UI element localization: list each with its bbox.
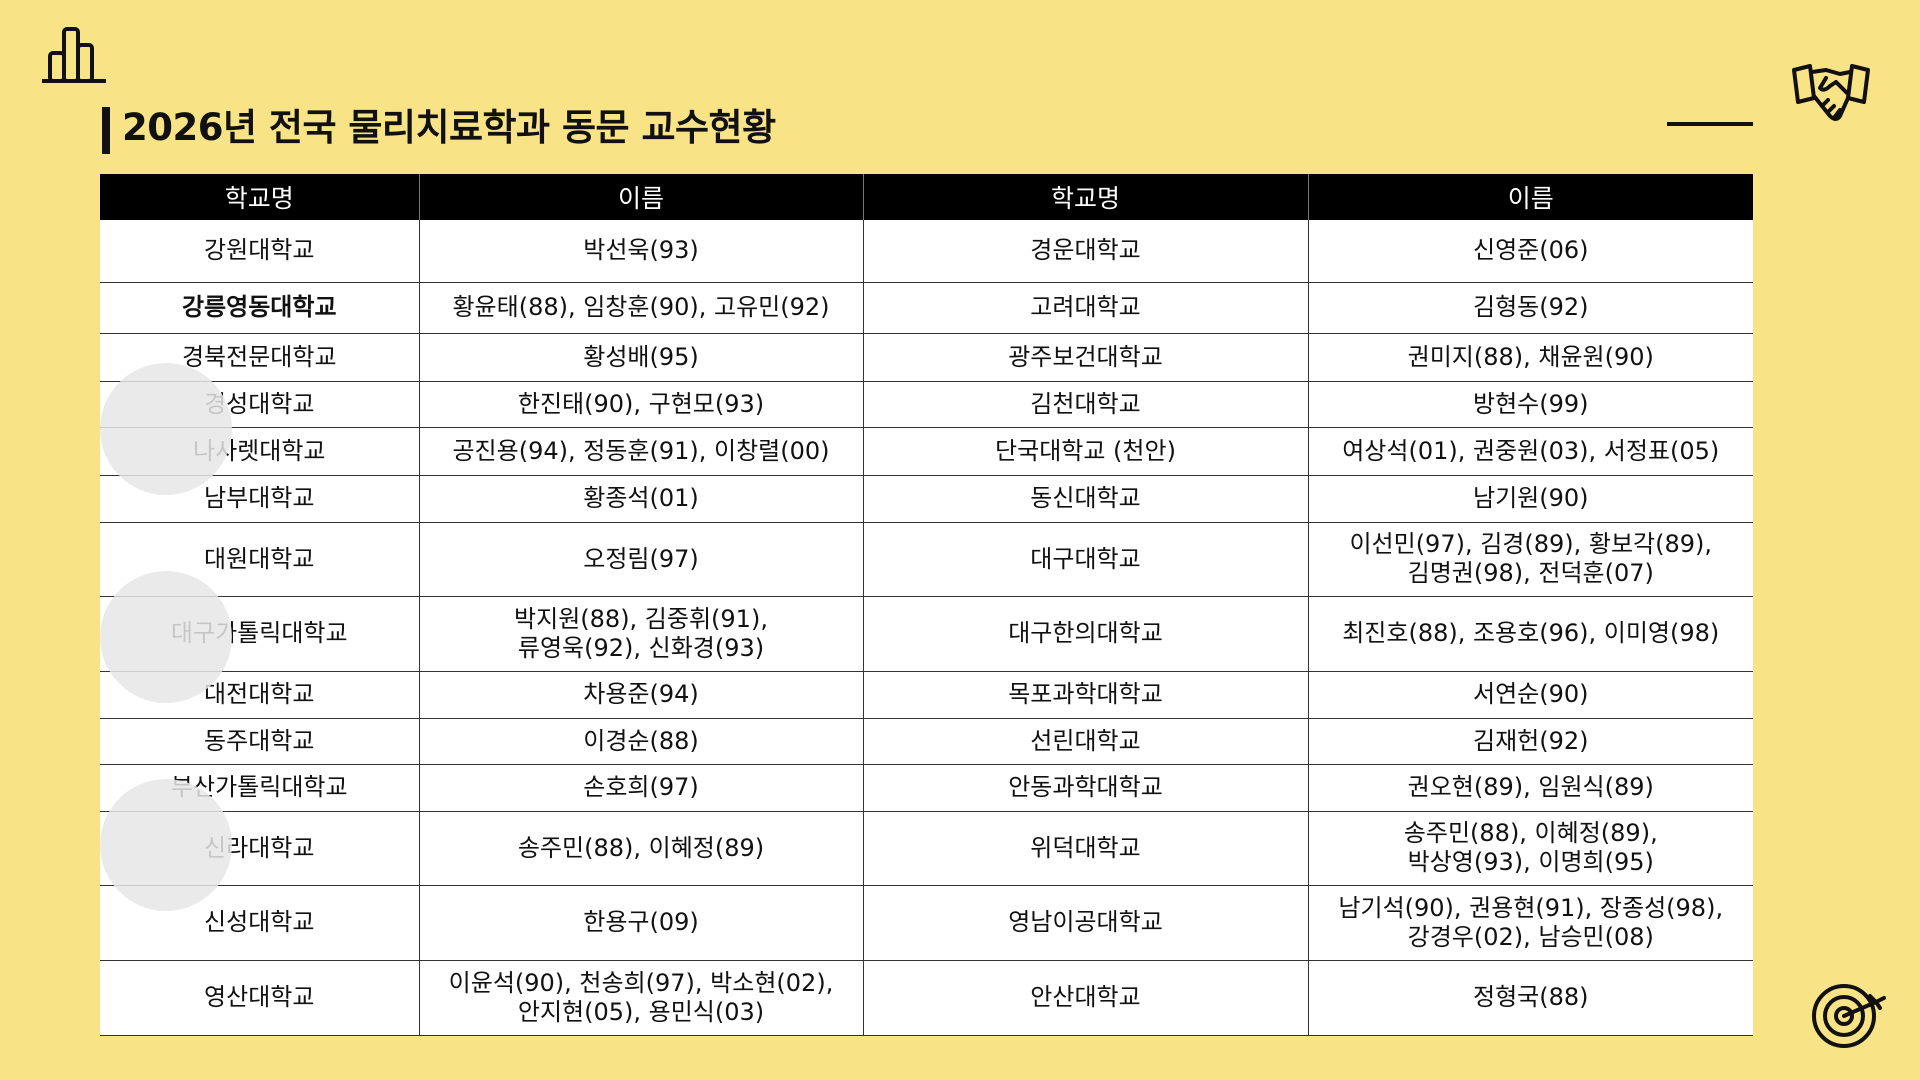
title-accent-bar: [102, 107, 110, 154]
cell-school: 대원대학교: [100, 522, 419, 597]
table-row: 대구가톨릭대학교 박지원(88), 김중휘(91), 류영욱(92), 신화경(9…: [100, 596, 1753, 672]
table-row: 강릉영동대학교 황윤태(88), 임창훈(90), 고유민(92) 고려대학교 김형동…: [100, 282, 1753, 334]
cell-names: 권미지(88), 채윤원(90): [1307, 333, 1753, 382]
target-icon: [1812, 984, 1886, 1048]
cell-names: 오정림(97): [418, 522, 863, 597]
cell-school: 대구가톨릭대학교: [100, 596, 419, 672]
cell-school: 안산대학교: [862, 960, 1308, 1036]
cell-names: 송주민(88), 이혜정(89), 박상영(93), 이명희(95): [1307, 811, 1753, 886]
cell-school: 영남이공대학교: [862, 885, 1308, 961]
header-name: 이름: [418, 174, 863, 220]
table-row: 남부대학교 황종석(01) 동신대학교 남기원(90): [100, 475, 1753, 523]
cell-names: 남기석(90), 권용현(91), 장종성(98), 강경우(02), 남승민(…: [1307, 885, 1753, 961]
cell-school: 신라대학교: [100, 811, 419, 886]
cell-names: 방현수(99): [1307, 381, 1753, 428]
cell-school: 김천대학교: [862, 381, 1308, 428]
cell-names: 서연순(90): [1307, 671, 1753, 719]
table-row: 경북전문대학교 황성배(95) 광주보건대학교 권미지(88), 채윤원(90): [100, 333, 1753, 382]
cell-names: 여상석(01), 권중원(03), 서정표(05): [1307, 427, 1753, 476]
cell-names: 공진용(94), 정동훈(91), 이창렬(00): [418, 427, 863, 476]
cell-school: 선린대학교: [862, 718, 1308, 765]
cell-school: 경북전문대학교: [100, 333, 419, 382]
page-title: 2026년 전국 물리치료학과 동문 교수현황: [122, 106, 776, 149]
cell-school: 단국대학교 (천안): [862, 427, 1308, 476]
table-row: 신라대학교 송주민(88), 이혜정(89) 위덕대학교 송주민(88), 이혜정(8…: [100, 811, 1753, 886]
cell-school: 영산대학교: [100, 960, 419, 1036]
cell-names: 황윤태(88), 임창훈(90), 고유민(92): [418, 282, 863, 334]
cell-school: 대전대학교: [100, 671, 419, 719]
cell-school: 광주보건대학교: [862, 333, 1308, 382]
cell-school: 고려대학교: [862, 282, 1308, 334]
header-name: 이름: [1307, 174, 1753, 220]
cell-school: 부산가톨릭대학교: [100, 764, 419, 812]
cell-names: 김재헌(92): [1307, 718, 1753, 765]
cell-school: 남부대학교: [100, 475, 419, 523]
bar-chart-icon: [42, 27, 106, 83]
table-header-row: 학교명 이름 학교명 이름: [100, 174, 1753, 220]
cell-names: 신영준(06): [1307, 220, 1753, 283]
cell-school: 강릉영동대학교: [100, 282, 419, 334]
divider-line: [1667, 122, 1753, 126]
cell-names: 한진태(90), 구현모(93): [418, 381, 863, 428]
table-row: 신성대학교 한용구(09) 영남이공대학교 남기석(90), 권용현(91), 장종성…: [100, 885, 1753, 961]
cell-names: 김형동(92): [1307, 282, 1753, 334]
table-row: 동주대학교 이경순(88) 선린대학교 김재헌(92): [100, 718, 1753, 765]
table-row: 부산가톨릭대학교 손호희(97) 안동과학대학교 권오현(89), 임원식(89): [100, 764, 1753, 812]
table-row: 경성대학교 한진태(90), 구현모(93) 김천대학교 방현수(99): [100, 381, 1753, 428]
table-row: 나사렛대학교 공진용(94), 정동훈(91), 이창렬(00) 단국대학교 (천안…: [100, 427, 1753, 476]
header-school: 학교명: [100, 174, 419, 220]
cell-school: 나사렛대학교: [100, 427, 419, 476]
cell-school: 신성대학교: [100, 885, 419, 961]
cell-names: 이선민(97), 김경(89), 황보각(89), 김명권(98), 전덕훈(0…: [1307, 522, 1753, 597]
cell-names: 박선욱(93): [418, 220, 863, 283]
cell-names: 정형국(88): [1307, 960, 1753, 1036]
cell-names: 한용구(09): [418, 885, 863, 961]
cell-names: 최진호(88), 조용호(96), 이미영(98): [1307, 596, 1753, 672]
table-row: 대원대학교 오정림(97) 대구대학교 이선민(97), 김경(89), 황보각(89…: [100, 522, 1753, 597]
cell-school: 안동과학대학교: [862, 764, 1308, 812]
cell-names: 박지원(88), 김중휘(91), 류영욱(92), 신화경(93): [418, 596, 863, 672]
cell-school: 경성대학교: [100, 381, 419, 428]
cell-names: 이경순(88): [418, 718, 863, 765]
cell-school: 동신대학교: [862, 475, 1308, 523]
table-row: 영산대학교 이윤석(90), 천송희(97), 박소현(02), 안지현(05),…: [100, 960, 1753, 1036]
cell-names: 황성배(95): [418, 333, 863, 382]
cell-school: 강원대학교: [100, 220, 419, 283]
cell-school: 목포과학대학교: [862, 671, 1308, 719]
professor-table: 학교명 이름 학교명 이름 강원대학교 박선욱(93) 경운대학교 신영준(06) 강릉…: [100, 174, 1753, 1036]
cell-school: 대구대학교: [862, 522, 1308, 597]
handshake-icon: [1792, 64, 1870, 121]
header-school: 학교명: [862, 174, 1308, 220]
cell-names: 송주민(88), 이혜정(89): [418, 811, 863, 886]
table-row: 강원대학교 박선욱(93) 경운대학교 신영준(06): [100, 220, 1753, 283]
cell-names: 권오현(89), 임원식(89): [1307, 764, 1753, 812]
cell-names: 이윤석(90), 천송희(97), 박소현(02), 안지현(05), 용민식(…: [418, 960, 863, 1036]
cell-school: 동주대학교: [100, 718, 419, 765]
table-row: 대전대학교 차용준(94) 목포과학대학교 서연순(90): [100, 671, 1753, 719]
cell-school: 경운대학교: [862, 220, 1308, 283]
cell-names: 손호희(97): [418, 764, 863, 812]
cell-school: 위덕대학교: [862, 811, 1308, 886]
cell-school: 대구한의대학교: [862, 596, 1308, 672]
cell-names: 남기원(90): [1307, 475, 1753, 523]
cell-names: 황종석(01): [418, 475, 863, 523]
cell-names: 차용준(94): [418, 671, 863, 719]
